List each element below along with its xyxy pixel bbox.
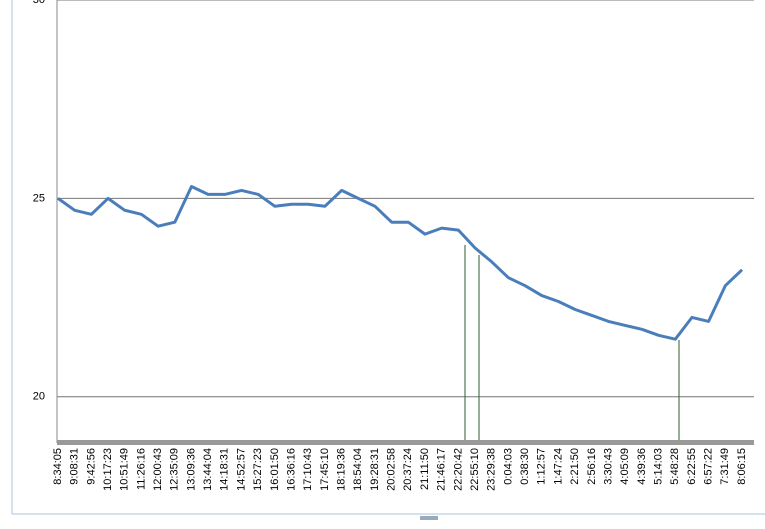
x-tick-label: 1:47:24 bbox=[552, 448, 564, 485]
x-tick-label: 1:12:57 bbox=[536, 448, 548, 485]
x-tick-label: 17:45:10 bbox=[319, 448, 331, 491]
x-tick-label: 12:35:09 bbox=[169, 448, 181, 491]
x-tick-label: 19:28:31 bbox=[369, 448, 381, 491]
x-tick-label: 0:38:30 bbox=[519, 448, 531, 485]
y-tick-label: 20 bbox=[33, 391, 45, 403]
x-tick-label: 0:04:03 bbox=[502, 448, 514, 485]
resize-handle bbox=[420, 516, 438, 520]
x-tick-label: 18:54:04 bbox=[352, 448, 364, 491]
x-tick-label: 20:02:58 bbox=[386, 448, 398, 491]
x-tick-label: 21:46:17 bbox=[436, 448, 448, 491]
x-tick-label: 14:18:31 bbox=[219, 448, 231, 491]
x-tick-label: 4:39:36 bbox=[636, 448, 648, 485]
x-tick-label: 21:11:50 bbox=[419, 448, 431, 490]
x-tick-label: 8:34:05 bbox=[52, 448, 64, 485]
series-line bbox=[57, 185, 744, 341]
x-tick-label: 20:37:24 bbox=[402, 448, 414, 491]
x-tick-label: 22:55:10 bbox=[469, 448, 481, 491]
x-tick-label: 23:29:38 bbox=[486, 448, 498, 491]
x-tick-label: 3:30:43 bbox=[602, 448, 614, 485]
x-tick-label: 2:21:50 bbox=[569, 448, 581, 485]
x-tick-label: 9:08:31 bbox=[69, 448, 81, 485]
x-tick-label: 12:00:43 bbox=[152, 448, 164, 491]
x-tick-label: 16:01:50 bbox=[269, 448, 281, 491]
x-tick-label: 11:26:16 bbox=[135, 448, 147, 490]
x-tick-label: 13:09:36 bbox=[185, 448, 197, 491]
x-axis bbox=[57, 440, 754, 445]
y-tick-label: 25 bbox=[33, 192, 45, 204]
x-tick-label: 10:51:49 bbox=[119, 448, 131, 491]
x-tick-label: 5:48:28 bbox=[669, 448, 681, 485]
x-tick-label: 14:52:57 bbox=[235, 448, 247, 491]
x-tick-label: 9:42:56 bbox=[85, 448, 97, 485]
x-tick-label: 18:19:36 bbox=[336, 448, 348, 491]
y-tick-label: 30 bbox=[33, 0, 45, 6]
x-tick-label: 16:36:16 bbox=[285, 448, 297, 491]
x-tick-label: 6:22:55 bbox=[686, 448, 698, 485]
x-tick-label: 10:17:23 bbox=[102, 448, 114, 491]
x-tick-label: 8:06:15 bbox=[736, 448, 748, 485]
x-tick-label: 2:56:16 bbox=[586, 448, 598, 485]
x-tick-label: 13:44:04 bbox=[202, 448, 214, 491]
x-tick-label: 15:27:23 bbox=[252, 448, 264, 491]
x-tick-label: 17:10:43 bbox=[302, 448, 314, 491]
x-tick-label: 5:14:03 bbox=[652, 448, 664, 485]
x-tick-label: 6:57:22 bbox=[703, 448, 715, 485]
x-tick-label: 4:05:09 bbox=[619, 448, 631, 485]
x-tick-label: 7:31:49 bbox=[719, 448, 731, 485]
x-tick-label: 22:20:42 bbox=[452, 448, 464, 491]
